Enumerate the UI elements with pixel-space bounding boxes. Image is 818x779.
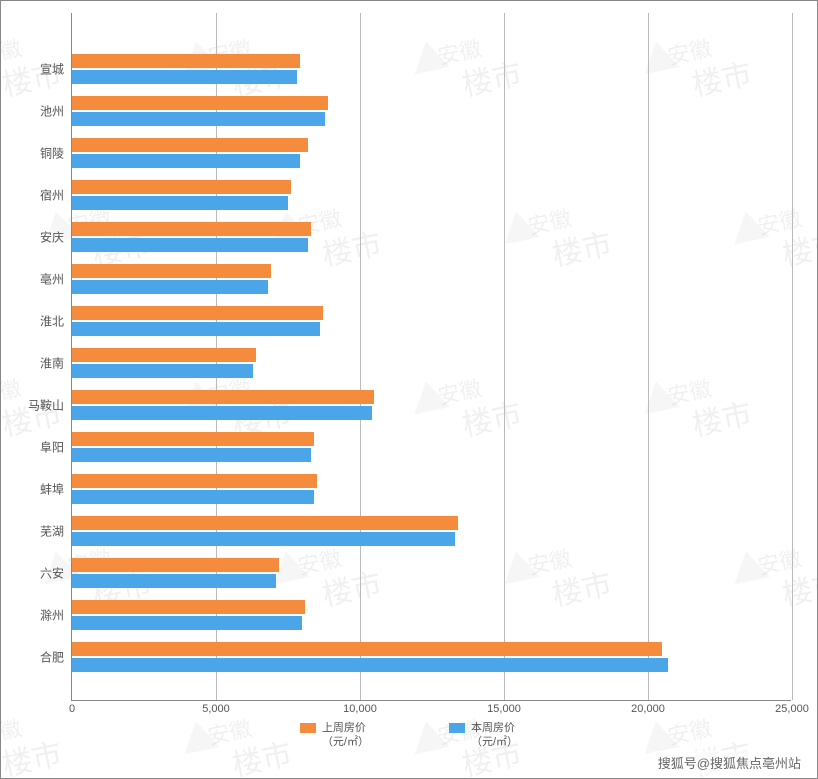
category-label: 宣城 xyxy=(40,61,64,78)
bar-last-week xyxy=(72,180,291,194)
bar-last-week xyxy=(72,222,311,236)
bar-this-week xyxy=(72,280,268,294)
bar-last-week xyxy=(72,54,300,68)
chart-row: 宣城 xyxy=(72,48,792,90)
bar-this-week xyxy=(72,616,302,630)
bar-last-week xyxy=(72,642,662,656)
category-label: 合肥 xyxy=(40,649,64,666)
bar-this-week xyxy=(72,322,320,336)
bar-this-week xyxy=(72,196,288,210)
chart-row: 马鞍山 xyxy=(72,384,792,426)
category-label: 宿州 xyxy=(40,187,64,204)
legend-unit-this-week: （元/㎡） xyxy=(471,735,518,749)
x-tick-label: 0 xyxy=(69,703,75,715)
bar-last-week xyxy=(72,474,317,488)
legend-item-last-week: 上周房价 （元/㎡） xyxy=(300,721,369,750)
gridline xyxy=(792,13,793,700)
bar-last-week xyxy=(72,432,314,446)
category-label: 亳州 xyxy=(40,271,64,288)
bar-this-week xyxy=(72,364,253,378)
bar-last-week xyxy=(72,390,374,404)
legend-item-this-week: 本周房价 （元/㎡） xyxy=(449,721,518,750)
chart-row: 宿州 xyxy=(72,174,792,216)
chart-row: 阜阳 xyxy=(72,426,792,468)
legend-swatch-this-week xyxy=(449,723,465,733)
chart-row: 池州 xyxy=(72,90,792,132)
category-label: 淮南 xyxy=(40,355,64,372)
chart-container: 安徽楼市安徽楼市安徽楼市安徽楼市安徽楼市安徽楼市安徽楼市安徽楼市安徽楼市安徽楼市… xyxy=(0,0,818,779)
legend-label-last-week: 上周房价 xyxy=(322,721,369,735)
bar-last-week xyxy=(72,96,328,110)
chart-row: 淮北 xyxy=(72,300,792,342)
legend-label-this-week: 本周房价 xyxy=(471,721,518,735)
bar-this-week xyxy=(72,154,300,168)
bar-this-week xyxy=(72,238,308,252)
bar-last-week xyxy=(72,348,256,362)
bar-this-week xyxy=(72,70,297,84)
chart-row: 滁州 xyxy=(72,594,792,636)
category-label: 淮北 xyxy=(40,313,64,330)
category-label: 池州 xyxy=(40,103,64,120)
chart-row: 合肥 xyxy=(72,636,792,678)
legend-swatch-last-week xyxy=(300,723,316,733)
x-tick-label: 20,000 xyxy=(631,703,665,715)
category-label: 马鞍山 xyxy=(28,397,64,414)
legend-unit-last-week: （元/㎡） xyxy=(322,735,369,749)
category-label: 蚌埠 xyxy=(40,481,64,498)
bar-this-week xyxy=(72,112,325,126)
bar-this-week xyxy=(72,406,372,420)
chart-row: 蚌埠 xyxy=(72,468,792,510)
bar-last-week xyxy=(72,558,279,572)
bar-last-week xyxy=(72,306,323,320)
x-tick-label: 15,000 xyxy=(487,703,521,715)
x-tick-label: 25,000 xyxy=(775,703,809,715)
category-label: 阜阳 xyxy=(40,439,64,456)
bar-last-week xyxy=(72,264,271,278)
bar-last-week xyxy=(72,138,308,152)
category-label: 安庆 xyxy=(40,229,64,246)
bar-this-week xyxy=(72,448,311,462)
chart-row: 淮南 xyxy=(72,342,792,384)
chart-row: 亳州 xyxy=(72,258,792,300)
chart-row: 六安 xyxy=(72,552,792,594)
bar-this-week xyxy=(72,658,668,672)
plot-area: 05,00010,00015,00020,00025,000宣城池州铜陵宿州安庆… xyxy=(71,13,791,701)
legend: 上周房价 （元/㎡） 本周房价 （元/㎡） xyxy=(1,721,817,750)
bar-this-week xyxy=(72,532,455,546)
category-label: 六安 xyxy=(40,565,64,582)
x-tick-label: 10,000 xyxy=(343,703,377,715)
category-label: 芜湖 xyxy=(40,523,64,540)
bar-last-week xyxy=(72,600,305,614)
category-label: 铜陵 xyxy=(40,145,64,162)
bar-this-week xyxy=(72,574,276,588)
x-tick-label: 5,000 xyxy=(202,703,230,715)
chart-row: 铜陵 xyxy=(72,132,792,174)
chart-row: 安庆 xyxy=(72,216,792,258)
chart-row: 芜湖 xyxy=(72,510,792,552)
category-label: 滁州 xyxy=(40,607,64,624)
bar-last-week xyxy=(72,516,458,530)
bar-this-week xyxy=(72,490,314,504)
footer-credit: 搜狐号@搜狐焦点亳州站 xyxy=(652,751,807,774)
